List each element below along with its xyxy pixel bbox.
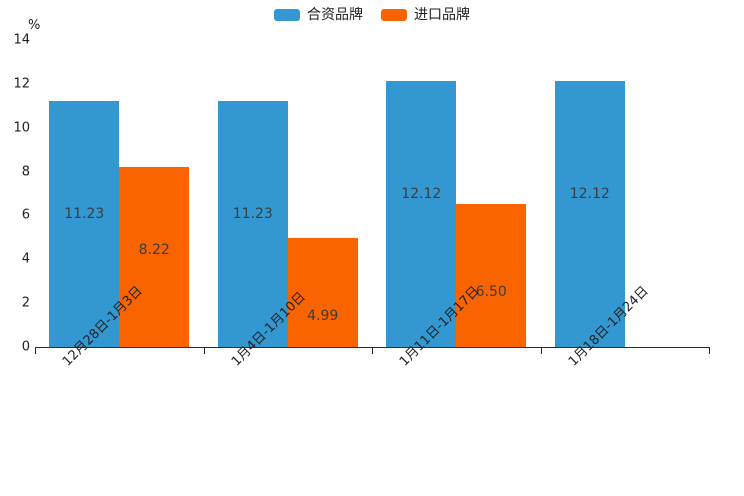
legend-label-imported: 进口品牌: [414, 7, 470, 23]
bar-value-label: 12.12: [569, 186, 610, 203]
y-axis-tick-labels: 0 2 4 6 8 10 12 14: [0, 0, 30, 496]
legend-swatch-imported: [381, 9, 407, 21]
bar-imported-0[interactable]: 8.22: [119, 166, 190, 347]
bar-value-label: 11.23: [64, 205, 105, 222]
chart-legend: 合资品牌 进口品牌: [0, 8, 744, 22]
bar-value-label: 12.12: [401, 186, 442, 203]
bar-joint-venture-2[interactable]: 12.12: [386, 81, 457, 347]
y-tick-label-8: 8: [21, 164, 30, 180]
bar-value-label: 8.22: [138, 241, 170, 258]
x-tick-1: [203, 347, 205, 354]
bar-value-label: 11.23: [232, 205, 273, 222]
plot-area: 11.23 11.23 12.12 12.12 8.22 4.99 6.50: [35, 40, 709, 347]
legend-item-1[interactable]: 进口品牌: [381, 8, 470, 22]
bar-imported-2[interactable]: 6.50: [456, 204, 527, 347]
y-tick-label-2: 2: [21, 295, 30, 311]
y-axis-unit-label: %: [28, 18, 41, 33]
y-tick-label-6: 6: [21, 207, 30, 223]
y-tick-label-10: 10: [13, 120, 30, 136]
legend-label-joint-venture: 合资品牌: [307, 7, 363, 23]
y-tick-label-0: 0: [21, 339, 30, 355]
y-tick-label-14: 14: [13, 32, 30, 48]
legend-swatch-joint-venture: [274, 9, 300, 21]
x-tick-3: [540, 347, 542, 354]
y-tick-label-12: 12: [13, 76, 30, 92]
legend-item-0[interactable]: 合资品牌: [274, 8, 363, 22]
y-tick-label-4: 4: [21, 251, 30, 267]
x-tick-2: [372, 347, 373, 354]
x-tick-0: [35, 347, 36, 354]
x-tick-4: [709, 347, 710, 354]
